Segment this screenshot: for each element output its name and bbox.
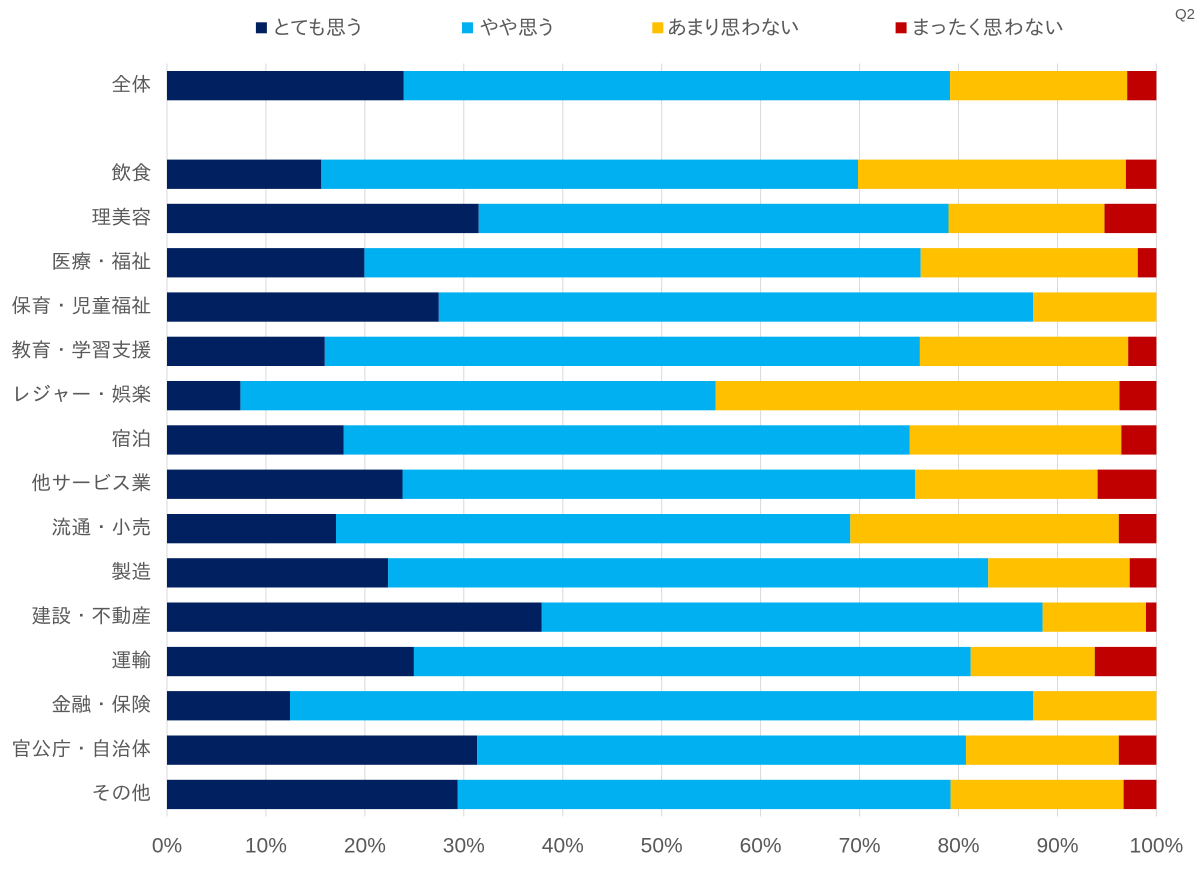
svg-text:80%: 80% [937,834,979,857]
svg-text:30%: 30% [443,834,485,857]
svg-text:60%: 60% [740,834,782,857]
svg-text:10%: 10% [245,834,287,857]
svg-text:40%: 40% [542,834,584,857]
svg-text:0%: 0% [152,834,182,857]
svg-text:50%: 50% [641,834,683,857]
svg-text:100%: 100% [1130,834,1184,857]
svg-text:Q2: Q2 [1175,6,1195,23]
svg-text:20%: 20% [344,834,386,857]
svg-text:70%: 70% [839,834,881,857]
svg-text:90%: 90% [1036,834,1078,857]
